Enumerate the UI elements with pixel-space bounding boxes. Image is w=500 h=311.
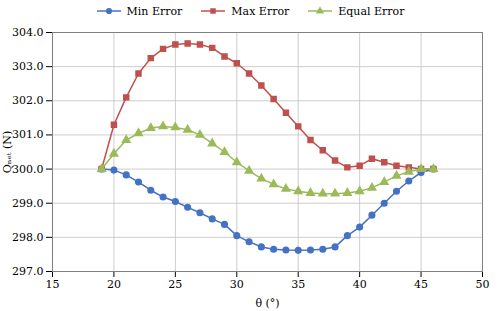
svg-text:15: 15 xyxy=(46,278,60,291)
svg-text:302.0: 302.0 xyxy=(12,94,44,107)
svg-text:300.0: 300.0 xyxy=(12,163,44,176)
svg-text:298.0: 298.0 xyxy=(12,231,44,244)
svg-text:304.0: 304.0 xyxy=(12,26,44,39)
svg-text:30: 30 xyxy=(230,278,244,291)
svg-text:50: 50 xyxy=(476,278,490,291)
html-text:Min Error: Min Error xyxy=(126,4,183,18)
svg-text:299.0: 299.0 xyxy=(12,197,44,210)
svg-text:301.0: 301.0 xyxy=(12,128,44,141)
svg-text:40: 40 xyxy=(353,278,367,291)
svg-text:297.0: 297.0 xyxy=(12,265,44,278)
svg-text:303.0: 303.0 xyxy=(12,60,44,73)
svg-text:Qₙₑₜ (N): Qₙₑₜ (N) xyxy=(1,131,14,173)
svg-text:45: 45 xyxy=(414,278,428,291)
svg-text:25: 25 xyxy=(168,278,182,291)
svg-text:θ (°): θ (°) xyxy=(255,297,279,310)
svg-text:35: 35 xyxy=(291,278,305,291)
html-text:Equal Error: Equal Error xyxy=(338,4,405,18)
html-text:Max Error: Max Error xyxy=(231,4,290,18)
svg-text:20: 20 xyxy=(107,278,121,291)
